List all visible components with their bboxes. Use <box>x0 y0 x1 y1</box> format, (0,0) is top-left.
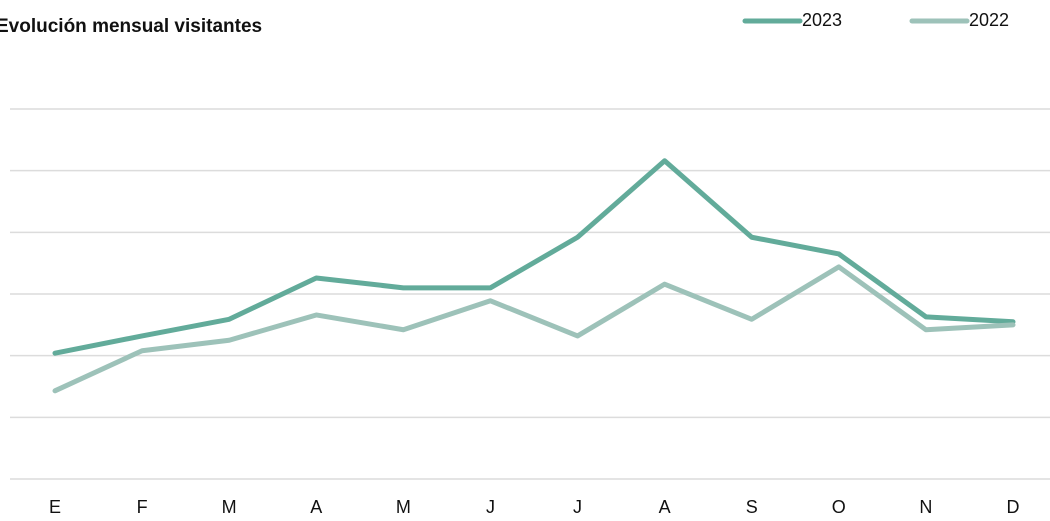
x-tick-label: M <box>396 497 411 517</box>
x-tick-label: A <box>310 497 322 517</box>
x-tick-label: S <box>746 497 758 517</box>
x-tick-label: M <box>222 497 237 517</box>
x-tick-label: J <box>486 497 495 517</box>
x-tick-label: N <box>919 497 932 517</box>
x-tick-label: E <box>49 497 61 517</box>
x-tick-label: A <box>659 497 671 517</box>
x-tick-label: O <box>832 497 846 517</box>
legend-label: 2023 <box>802 10 842 30</box>
legend-label: 2022 <box>969 10 1009 30</box>
x-tick-label: F <box>137 497 148 517</box>
x-tick-label: D <box>1007 497 1020 517</box>
chart-title: Evolución mensual visitantes <box>0 16 262 37</box>
series-line <box>52 264 1016 394</box>
x-tick-label: J <box>573 497 582 517</box>
series-line <box>52 158 1016 356</box>
